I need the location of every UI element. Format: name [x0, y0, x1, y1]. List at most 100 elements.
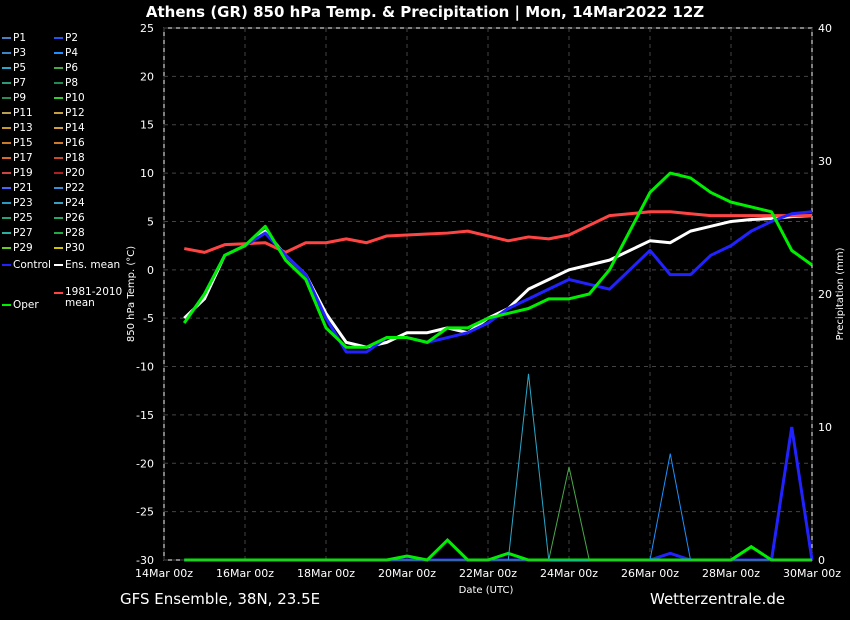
legend-item: P24 [54, 197, 85, 209]
y-tick-label: -10 [136, 361, 154, 374]
legend-item: P15 [2, 137, 33, 149]
legend-swatch [2, 202, 11, 204]
legend-swatch [2, 52, 11, 54]
legend-swatch [2, 217, 11, 219]
y2-tick-label: 20 [818, 288, 832, 301]
legend-item: P6 [54, 62, 78, 74]
x-axis-label: Date (UTC) [459, 585, 514, 596]
legend-label: P9 [13, 92, 27, 104]
y-tick-label: -5 [143, 312, 154, 325]
x-tick-label: 28Mar 00z [702, 567, 760, 580]
x-tick-label: 24Mar 00z [540, 567, 598, 580]
x-tick-label: 20Mar 00z [378, 567, 436, 580]
legend-label: P3 [13, 47, 27, 59]
y-tick-label: 25 [140, 22, 154, 35]
y2-tick-label: 10 [818, 421, 832, 434]
precip-series-line [184, 466, 812, 561]
legend-swatch [54, 292, 63, 294]
legend-item: P19 [2, 167, 33, 179]
legend-label: P5 [13, 62, 27, 74]
legend-swatch [2, 37, 11, 39]
legend-swatch [54, 202, 63, 204]
legend-label: P19 [13, 167, 33, 179]
legend-label: P11 [13, 107, 33, 119]
legend-item: P9 [2, 92, 26, 104]
x-tick-label: 18Mar 00z [297, 567, 355, 580]
legend-swatch [2, 97, 11, 99]
y-tick-label: 5 [147, 215, 154, 228]
legend-item: P13 [2, 122, 33, 134]
legend-swatch [54, 142, 63, 144]
legend-item: P4 [54, 47, 78, 59]
legend-label: P7 [13, 77, 27, 89]
legend-label: P22 [65, 182, 85, 194]
legend-swatch [54, 217, 63, 219]
legend-label: P26 [65, 212, 85, 224]
y-tick-label: -25 [136, 506, 154, 519]
legend-label: Oper [13, 299, 39, 311]
legend-label: P10 [65, 92, 85, 104]
legend-swatch [54, 127, 63, 129]
y-tick-label: -30 [136, 554, 154, 567]
x-tick-label: 26Mar 00z [621, 567, 679, 580]
legend-swatch [54, 112, 63, 114]
footer-site: Wetterzentrale.de [650, 590, 786, 608]
legend-label: P20 [65, 167, 85, 179]
legend-label: 1981-2010 mean [65, 286, 123, 309]
legend-item: Oper [2, 299, 39, 311]
legend-swatch [54, 187, 63, 189]
legend-item: P29 [2, 242, 33, 254]
legend-item: P3 [2, 47, 26, 59]
legend-item: P20 [54, 167, 85, 179]
precip-series-line [184, 453, 812, 561]
x-tick-label: 22Mar 00z [459, 567, 517, 580]
legend-label: Control [13, 259, 51, 271]
legend-swatch [54, 157, 63, 159]
legend-item: P23 [2, 197, 33, 209]
temp-series-line [183, 210, 812, 254]
legend-item: P26 [54, 212, 85, 224]
precip-series-line [184, 537, 812, 562]
temp-series-line [183, 214, 813, 349]
legend-item: P16 [54, 137, 85, 149]
legend-swatch [2, 304, 11, 306]
legend-swatch [54, 247, 63, 249]
legend-item: P25 [2, 212, 33, 224]
legend-label: P15 [13, 137, 33, 149]
legend-swatch [54, 37, 63, 39]
legend-swatch [2, 232, 11, 234]
legend-label: P21 [13, 182, 33, 194]
legend-item: P2 [54, 32, 78, 44]
y2-axis-label: Precipitation (mm) [835, 247, 846, 340]
y-tick-label: 15 [140, 119, 154, 132]
legend-label: P28 [65, 227, 85, 239]
legend-label: P1 [13, 32, 27, 44]
legend-swatch [2, 157, 11, 159]
legend-label: P6 [65, 62, 79, 74]
y2-tick-label: 40 [818, 22, 832, 35]
y-tick-label: 10 [140, 167, 154, 180]
legend-label: P17 [13, 152, 33, 164]
legend-label: P25 [13, 212, 33, 224]
legend-item: P30 [54, 242, 85, 254]
legend-swatch [2, 127, 11, 129]
legend-swatch [2, 112, 11, 114]
chart-title: Athens (GR) 850 hPa Temp. & Precipitatio… [146, 3, 704, 22]
legend-item: P5 [2, 62, 26, 74]
y-axis-label: 850 hPa Temp. (°C) [126, 246, 137, 342]
legend-swatch [2, 264, 11, 266]
legend-item: P14 [54, 122, 85, 134]
x-tick-label: 14Mar 00z [135, 567, 193, 580]
legend-item: Control [2, 259, 51, 271]
y-tick-label: -20 [136, 457, 154, 470]
legend-item: P17 [2, 152, 33, 164]
y-tick-label: 20 [140, 70, 154, 83]
legend-item: P28 [54, 227, 85, 239]
footer-source: GFS Ensemble, 38N, 23.5E [120, 590, 321, 608]
legend-label: P16 [65, 137, 85, 149]
legend-label: P12 [65, 107, 85, 119]
legend-item: P21 [2, 182, 33, 194]
legend-label: P14 [65, 122, 85, 134]
legend-item: P1 [2, 32, 26, 44]
legend-swatch [2, 247, 11, 249]
